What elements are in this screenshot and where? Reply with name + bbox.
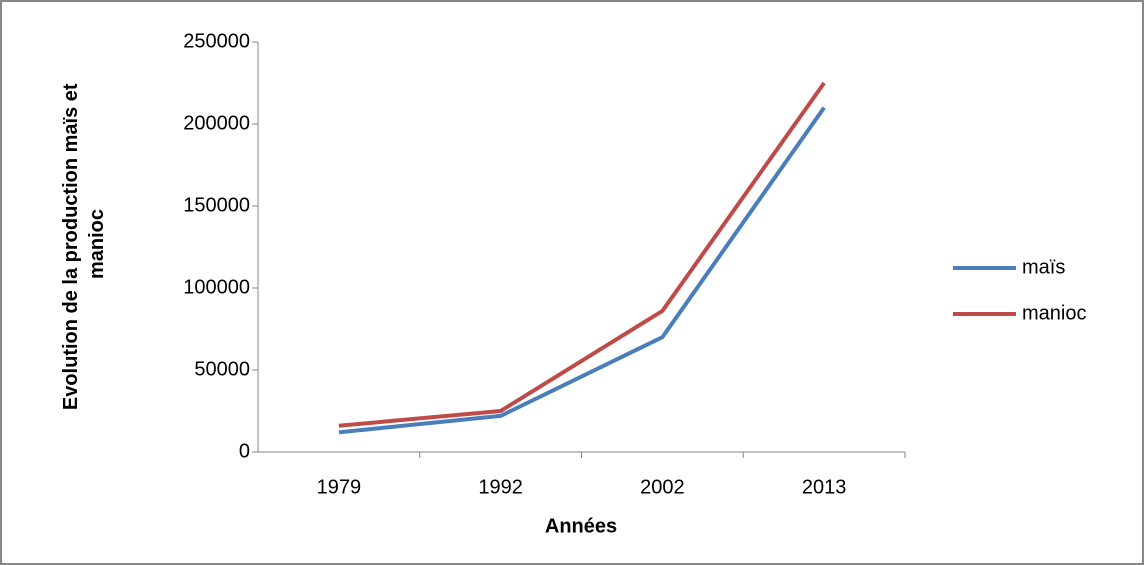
y-axis-label-line: manioc: [86, 209, 108, 279]
x-tick-label: 2002: [640, 476, 685, 498]
y-axis-label: Evolution de la production maïs et manio…: [60, 78, 108, 410]
y-tick-label: 200000: [183, 112, 250, 134]
x-tick-label: 2013: [802, 476, 847, 498]
y-tick-label: 50000: [194, 358, 250, 380]
y-tick-label: 150000: [183, 194, 250, 216]
y-tick-label: 100000: [183, 276, 250, 298]
x-tick-label: 1992: [478, 476, 523, 498]
series-line: [338, 81, 826, 428]
x-tick-label: 1979: [317, 476, 362, 498]
y-axis-label-line: Evolution de la production maïs et: [60, 83, 82, 410]
y-tick-label: 0: [239, 440, 250, 462]
series-line: [338, 106, 826, 435]
legend-label: maïs: [1022, 256, 1065, 278]
legend-label: manioc: [1022, 302, 1086, 324]
y-tick-label: 250000: [183, 30, 250, 52]
x-axis-label: Années: [545, 515, 617, 537]
